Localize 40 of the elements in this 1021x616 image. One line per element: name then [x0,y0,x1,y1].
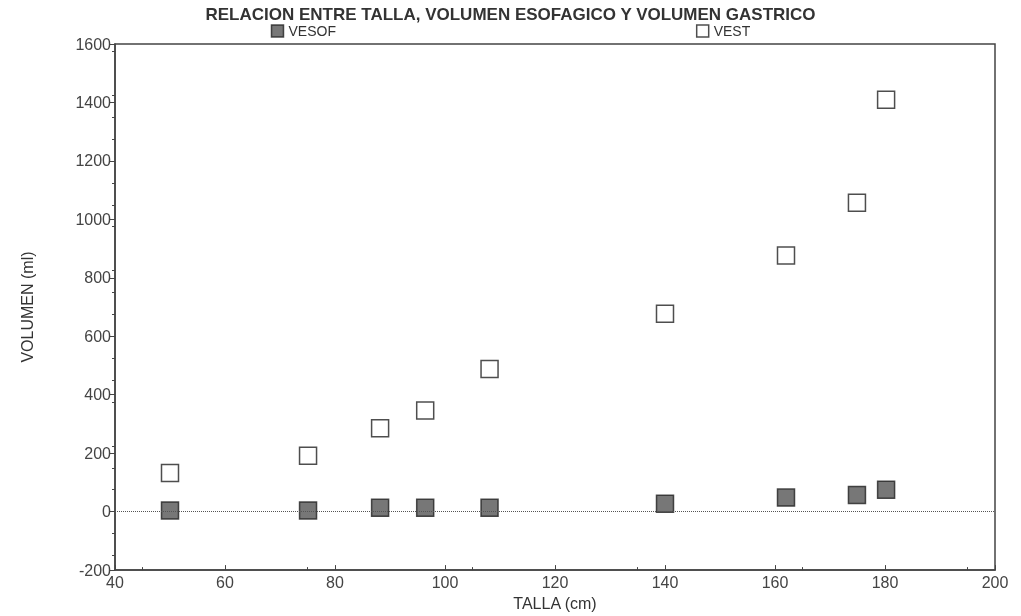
x-axis-title: TALLA (cm) [513,594,597,612]
y-axis-title: VOLUMEN (ml) [18,251,36,363]
y-tick-label: 600 [84,327,112,345]
point [876,480,896,499]
point [415,401,435,420]
point [655,304,675,324]
x-tick-label: 80 [326,573,344,591]
point [876,90,896,110]
point [298,501,318,520]
point [776,246,796,265]
x-tick-label: 180 [871,573,899,591]
y-tick-label: 1200 [75,152,112,170]
chart-title: RELACION ENTRE TALLA, VOLUMEN ESOFAGICO Y VOLUMEN GASTRICO [205,5,816,24]
point [298,446,318,466]
x-tick-label: 160 [761,573,789,591]
y-tick-label: 0 [102,503,112,521]
point [776,488,796,507]
y-tick-label: 800 [84,269,112,287]
point [370,419,390,438]
point [480,359,499,379]
legend-label: VESOF [288,23,336,39]
point [847,485,867,505]
y-tick-label: 1000 [75,210,112,228]
x-tick-label: 200 [981,573,1009,591]
point [370,498,390,518]
point [847,193,867,212]
point [415,498,435,518]
point [160,463,180,483]
x-tick-label: 140 [651,573,679,591]
x-tick-label: 60 [216,573,234,591]
legend-label: VEST [713,23,751,39]
y-tick-label: 200 [84,444,112,462]
x-tick-label: 120 [541,573,569,591]
y-tick-label: 1600 [75,35,112,53]
point [480,498,499,518]
point [160,501,180,520]
y-tick-label: 400 [84,386,112,404]
y-tick-label: 1400 [75,93,112,111]
x-tick-label: 100 [431,573,459,591]
point [655,494,675,513]
